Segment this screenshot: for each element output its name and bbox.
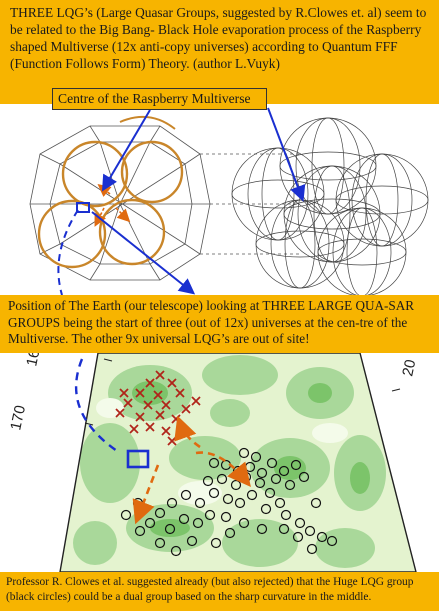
- red-cross-marker: [161, 400, 171, 410]
- black-circle-marker: [290, 459, 302, 471]
- black-circle-marker: [278, 523, 290, 535]
- black-circle-marker: [224, 527, 236, 539]
- black-circle-marker: [270, 473, 282, 485]
- black-circle-marker: [292, 531, 304, 543]
- bottom-caption: Professor R. Clowes et al. suggested alr…: [6, 576, 414, 603]
- red-cross-marker: [143, 400, 153, 410]
- tick-mark: [103, 358, 113, 362]
- red-cross-marker: [161, 426, 171, 436]
- top-caption-band: THREE LQG’s (Large Quasar Groups, sugges…: [0, 0, 439, 104]
- black-circle-marker: [234, 497, 246, 509]
- black-circle-marker: [222, 493, 234, 505]
- tick-label-20: 20: [399, 358, 419, 378]
- map-frame: [59, 353, 417, 572]
- bottom-caption-band: Professor R. Clowes et al. suggested alr…: [0, 572, 439, 611]
- black-circle-marker: [256, 523, 268, 535]
- red-cross-marker: [145, 378, 155, 388]
- earth-telescope-marker: [126, 449, 150, 469]
- black-circle-marker: [260, 503, 272, 515]
- black-circle-marker: [120, 509, 132, 521]
- red-cross-marker: [135, 412, 145, 422]
- red-cross-marker: [167, 378, 177, 388]
- tick-label-170: 170: [7, 404, 29, 432]
- red-quasar-group: [115, 370, 201, 446]
- black-circle-marker: [246, 489, 258, 501]
- multiverse-diagram: [29, 107, 429, 295]
- black-circle-marker: [274, 497, 286, 509]
- red-cross-marker: [181, 404, 191, 414]
- top-caption: THREE LQG’s (Large Quasar Groups, sugges…: [10, 5, 427, 71]
- red-cross-marker: [135, 388, 145, 398]
- orange-expansion-arrows: [132, 415, 251, 525]
- red-cross-marker: [123, 398, 133, 408]
- centre-label: Centre of the Raspberry Multiverse: [52, 88, 267, 110]
- rhombic-dodecahedron-wireframe: [29, 125, 300, 281]
- black-circle-marker: [166, 497, 178, 509]
- black-circle-marker: [220, 511, 232, 523]
- red-cross-marker: [153, 390, 163, 400]
- black-circle-marker: [170, 545, 182, 557]
- red-cross-marker: [175, 388, 185, 398]
- raspberry-sphere-wireframe: [231, 117, 429, 295]
- red-cross-marker: [119, 388, 129, 398]
- black-circle-marker: [208, 457, 220, 469]
- black-circle-marker: [154, 537, 166, 549]
- middle-caption: Position of The Earth (our telescope) lo…: [8, 298, 415, 346]
- red-cross-marker: [155, 370, 165, 380]
- earth-position-marker: [76, 202, 90, 213]
- black-circle-marker: [256, 467, 268, 479]
- black-circle-marker: [284, 479, 296, 491]
- red-cross-marker: [155, 410, 165, 420]
- black-circle-marker: [194, 497, 206, 509]
- black-circle-marker: [278, 465, 290, 477]
- black-circle-marker: [238, 517, 250, 529]
- black-circle-marker: [216, 473, 228, 485]
- black-circle-marker: [134, 525, 146, 537]
- middle-caption-band: Position of The Earth (our telescope) lo…: [0, 295, 439, 353]
- tick-label-165: 165: [23, 353, 45, 368]
- black-circle-marker: [202, 475, 214, 487]
- tick-mark: [391, 388, 401, 392]
- black-circle-marker: [208, 487, 220, 499]
- red-cross-marker: [129, 424, 139, 434]
- black-circle-marker: [254, 477, 266, 489]
- red-cross-marker: [145, 422, 155, 432]
- black-circle-marker: [294, 517, 306, 529]
- black-circle-marker: [280, 509, 292, 521]
- black-circle-marker: [266, 457, 278, 469]
- black-circle-marker: [326, 535, 338, 547]
- black-circle-marker: [298, 471, 310, 483]
- black-circle-marker: [154, 507, 166, 519]
- black-circle-marker: [186, 535, 198, 547]
- black-circle-marker: [304, 525, 316, 537]
- black-circle-marker: [204, 509, 216, 521]
- black-circle-marker: [210, 537, 222, 549]
- density-field: [60, 353, 416, 572]
- lqg-sky-map: 165 170 20: [0, 353, 439, 572]
- black-circle-marker: [164, 523, 176, 535]
- centre-pointer-arrows: [57, 107, 306, 295]
- orange-sphere-rings: [37, 115, 184, 269]
- black-circle-marker: [238, 447, 250, 459]
- red-cross-marker: [115, 408, 125, 418]
- black-circle-marker: [192, 517, 204, 529]
- black-circle-marker: [178, 513, 190, 525]
- red-cross-marker: [191, 396, 201, 406]
- black-circle-marker: [316, 531, 328, 543]
- black-circle-marker: [264, 487, 276, 499]
- black-circle-marker: [310, 497, 322, 509]
- black-circle-marker: [180, 489, 192, 501]
- tick-mark: [84, 422, 94, 426]
- black-circle-marker: [306, 543, 318, 555]
- black-circle-marker: [250, 451, 262, 463]
